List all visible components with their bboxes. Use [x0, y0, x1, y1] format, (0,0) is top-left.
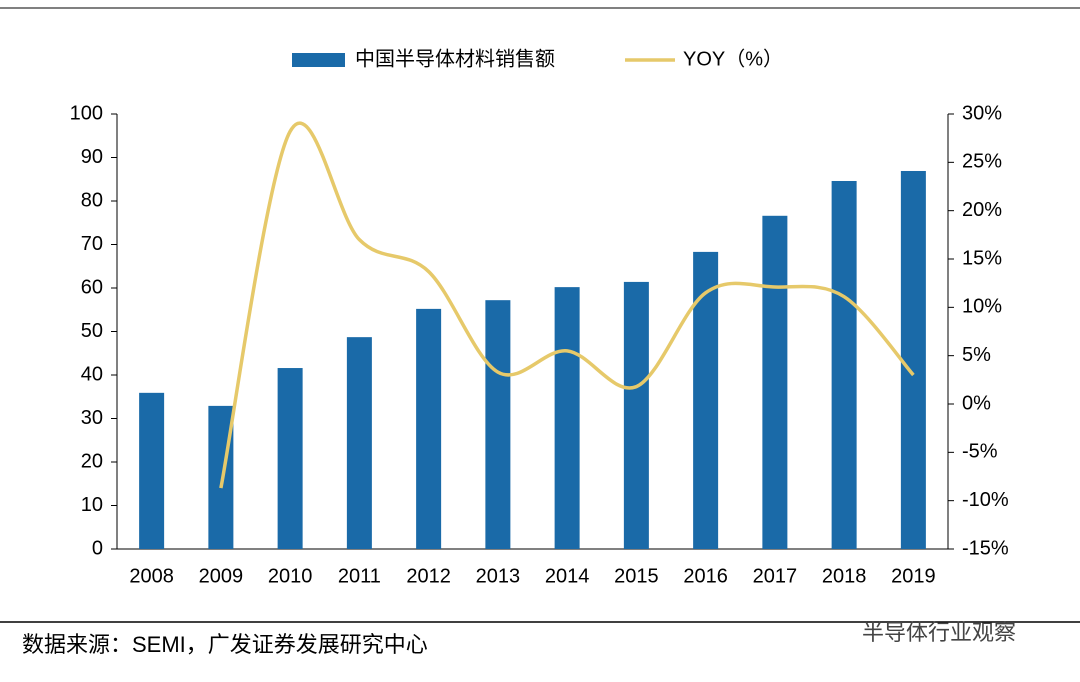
bar [831, 180, 857, 550]
y2-tick-label: 30% [962, 102, 1002, 124]
source-note: 数据来源：SEMI，广发证券发展研究中心 [22, 632, 428, 657]
y-tick-label: 10 [81, 494, 103, 516]
bar [139, 392, 165, 549]
x-tick-label: 2012 [406, 565, 451, 587]
y2-tick-label: -5% [962, 441, 998, 463]
y-tick-label: 80 [81, 189, 103, 211]
x-tick-label: 2015 [614, 565, 659, 587]
bar [485, 300, 511, 549]
bar [554, 287, 580, 549]
x-tick-label: 2019 [891, 565, 936, 587]
x-tick-label: 2017 [753, 565, 798, 587]
y2-tick-label: 5% [962, 344, 991, 366]
y-tick-label: 50 [81, 320, 103, 342]
watermark: 半导体行业观察 [862, 620, 1016, 645]
legend-label: 中国半导体材料销售额 [355, 47, 555, 70]
y-tick-label: 60 [81, 276, 103, 298]
bar [346, 337, 372, 549]
x-tick-label: 2013 [476, 565, 521, 587]
x-tick-label: 2011 [338, 565, 381, 587]
legend-swatch [292, 53, 345, 67]
legend-label: YOY（%） [683, 47, 783, 70]
bar [900, 170, 926, 550]
y-tick-label: 40 [81, 363, 103, 385]
y-tick-label: 30 [81, 407, 103, 429]
y2-tick-label: -15% [962, 537, 1009, 559]
y-tick-label: 70 [81, 233, 103, 255]
y2-tick-label: 10% [962, 296, 1002, 318]
y2-tick-label: 25% [962, 151, 1002, 173]
bar [762, 215, 788, 550]
line [219, 121, 915, 489]
x-tick-label: 2010 [268, 565, 313, 587]
x-tick-label: 2018 [822, 565, 867, 587]
bar [277, 368, 303, 549]
bar [623, 281, 649, 549]
bar [416, 308, 442, 549]
y-tick-label: 20 [81, 450, 103, 472]
y-tick-label: 90 [81, 146, 103, 168]
x-tick-label: 2014 [545, 565, 590, 587]
y2-tick-label: -10% [962, 489, 1009, 511]
y2-tick-label: 0% [962, 392, 991, 414]
y2-tick-label: 15% [962, 247, 1002, 269]
x-tick-label: 2009 [199, 565, 244, 587]
bar [693, 251, 719, 549]
y-tick-label: 100 [70, 102, 103, 124]
x-tick-label: 2016 [683, 565, 728, 587]
x-tick-label: 2008 [129, 565, 174, 587]
y2-tick-label: 20% [962, 199, 1002, 221]
y-tick-label: 0 [92, 537, 103, 559]
